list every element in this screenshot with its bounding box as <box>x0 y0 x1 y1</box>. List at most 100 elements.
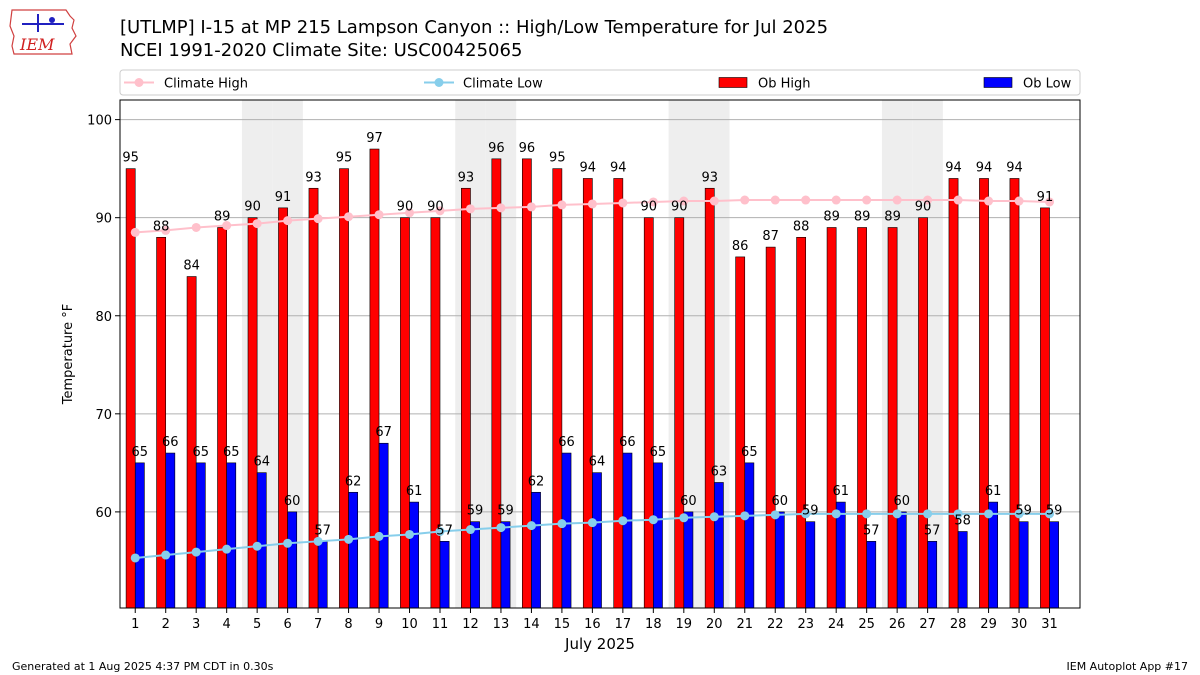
climate-high-point <box>740 195 750 205</box>
ob-high-label: 94 <box>610 160 627 175</box>
ob-low-label: 61 <box>985 484 1002 499</box>
ob-high-bar <box>278 207 288 609</box>
chart-subtitle: NCEI 1991-2020 Climate Site: USC00425065 <box>120 40 523 61</box>
ob-low-label: 59 <box>1015 504 1032 519</box>
ob-low-bar <box>409 501 419 609</box>
climate-low-point <box>161 550 171 560</box>
ob-low-label: 59 <box>497 504 514 519</box>
climate-low-point <box>130 553 140 563</box>
climate-high-point <box>831 195 841 205</box>
ob-low-bar <box>378 442 389 609</box>
climate-high-point <box>496 203 506 213</box>
ob-high-bar <box>491 158 502 609</box>
ob-low-label: 66 <box>162 435 179 450</box>
ob-high-bar <box>674 217 685 609</box>
ob-low-bar <box>500 521 511 609</box>
ob-high-bar <box>521 158 532 609</box>
ob-low-bar <box>866 541 877 609</box>
climate-low-point <box>831 509 841 519</box>
ob-high-label: 90 <box>397 200 414 215</box>
x-tick-label: 20 <box>706 617 723 632</box>
ob-high-label: 95 <box>336 151 353 166</box>
x-tick-label: 3 <box>192 617 200 632</box>
climate-high-point <box>923 195 933 205</box>
x-tick-label: 25 <box>858 617 875 632</box>
x-tick-label: 17 <box>615 617 632 632</box>
ob-high-bar <box>613 178 624 609</box>
ob-high-label: 86 <box>732 239 749 254</box>
ob-high-label: 84 <box>183 259 200 274</box>
ob-low-bar <box>226 462 237 609</box>
x-tick-label: 24 <box>828 617 845 632</box>
x-tick-label: 7 <box>314 617 322 632</box>
y-tick-label: 60 <box>95 506 112 521</box>
ob-low-label: 60 <box>284 494 301 509</box>
x-tick-label: 9 <box>375 617 383 632</box>
iem-logo: IEM <box>9 9 77 55</box>
ob-low-label: 66 <box>619 435 636 450</box>
ob-low-bar <box>256 472 267 609</box>
climate-high-point <box>1014 196 1024 206</box>
climate-high-point <box>526 202 536 212</box>
ob-low-label: 66 <box>558 435 575 450</box>
climate-high-point <box>313 214 323 224</box>
ob-low-bar <box>348 491 359 609</box>
ob-high-bar <box>735 256 746 609</box>
climate-high-point <box>709 196 719 206</box>
ob-high-bar <box>826 227 837 609</box>
climate-low-point <box>222 544 232 554</box>
x-tick-label: 16 <box>584 617 601 632</box>
ob-low-label: 61 <box>832 484 849 499</box>
ob-high-label: 90 <box>671 200 688 215</box>
ob-high-bar <box>461 187 471 609</box>
ob-low-label: 65 <box>223 445 240 460</box>
climate-high-point <box>618 198 628 208</box>
climate-low-point <box>344 534 354 544</box>
climate-high-point <box>161 225 171 235</box>
x-tick-label: 30 <box>1011 617 1028 632</box>
ob-low-bar <box>1049 521 1059 609</box>
ob-low-bar <box>622 452 633 609</box>
ob-high-label: 87 <box>762 229 779 244</box>
y-axis-label: Temperature °F <box>61 304 76 405</box>
x-tick-label: 10 <box>401 617 418 632</box>
climate-high-point <box>770 195 780 205</box>
climate-low-point <box>770 510 780 520</box>
generated-timestamp: Generated at 1 Aug 2025 4:37 PM CDT in 0… <box>12 660 274 673</box>
plot-frame <box>119 99 1081 609</box>
ob-low-bar <box>439 541 450 609</box>
x-tick-label: 15 <box>554 617 571 632</box>
ob-high-label: 88 <box>153 219 170 234</box>
climate-low-point <box>923 509 933 519</box>
ob-low-bar <box>195 462 206 609</box>
climate-high-point <box>222 221 232 231</box>
x-tick-label: 18 <box>645 617 662 632</box>
ob-low-bar <box>561 452 572 609</box>
legend: Climate High Climate Low Ob High Ob Low <box>119 69 1081 96</box>
ob-high-label: 89 <box>854 209 871 224</box>
ob-high-label: 89 <box>884 209 901 224</box>
ob-low-label: 60 <box>680 494 697 509</box>
ob-low-label: 58 <box>954 514 971 529</box>
climate-low-point <box>435 527 445 537</box>
x-tick-label: 31 <box>1041 617 1058 632</box>
x-tick-label: 8 <box>344 617 352 632</box>
ob-high-label: 96 <box>519 141 536 156</box>
legend-ob-high-label: Ob High <box>758 77 811 92</box>
ob-low-label: 67 <box>375 425 392 440</box>
x-tick-label: 11 <box>432 617 449 632</box>
x-axis-label: July 2025 <box>564 635 635 653</box>
ob-high-bar <box>643 217 654 609</box>
legend-climate-high-marker <box>134 78 144 87</box>
ob-high-label: 97 <box>366 131 383 146</box>
ob-low-label: 60 <box>772 494 789 509</box>
climate-high-point <box>892 195 902 205</box>
ob-low-label: 57 <box>924 523 941 538</box>
x-tick-label: 26 <box>889 617 906 632</box>
x-tick-label: 5 <box>253 617 261 632</box>
app-label: IEM Autoplot App #17 <box>1066 660 1189 673</box>
ob-high-label: 88 <box>793 219 810 234</box>
x-tick-label: 27 <box>919 617 936 632</box>
ob-high-bar <box>796 236 807 609</box>
ob-high-bar <box>918 217 928 609</box>
